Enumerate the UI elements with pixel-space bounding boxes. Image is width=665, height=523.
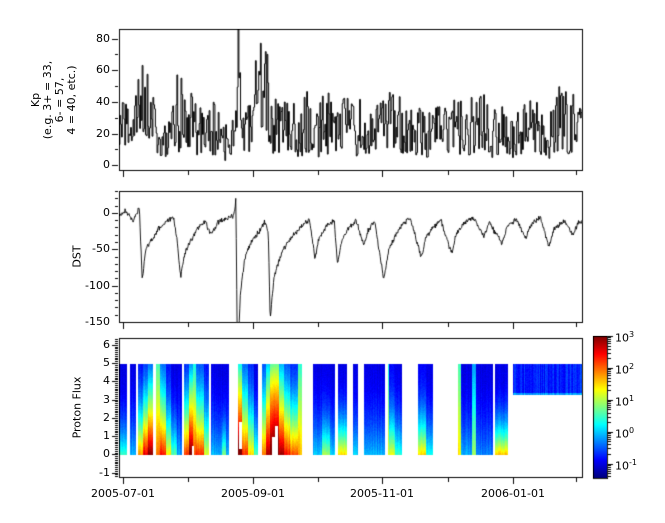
colorbar-exponent: 0 [629,426,635,435]
colorbar-exponent: 3 [629,330,635,339]
dst-ytick-label: -50 [92,242,110,255]
x-tick-label: 2005-11-01 [350,487,414,500]
dst-ytick-label: 0 [103,206,110,219]
pf-ytick-label: 4 [103,374,110,387]
colorbar-gradient [593,336,607,478]
pf-ytick-label: 0 [103,447,110,460]
kp-line-chart [119,29,582,170]
dst-ytick-label: -150 [85,315,110,328]
kp-ytick-label: 40 [96,95,110,108]
colorbar-exponent: -1 [629,458,637,467]
proton-flux-axis-label: Proton Flux [70,376,84,439]
kp-ytick-label: 20 [96,127,110,140]
colorbar-tick-label: 101 [615,394,635,409]
pf-ytick-label: 5 [103,356,110,369]
kp-ytick-label: 60 [96,63,110,76]
kp-ytick-label: 80 [96,32,110,45]
dst-line-chart [119,191,582,322]
kp-ytick-label: 0 [103,158,110,171]
pf-ytick-label: 6 [103,338,110,351]
colorbar-tick-label: 100 [615,426,635,441]
pf-ytick-label: -1 [99,466,110,479]
colorbar-tick-label: 102 [615,362,635,377]
x-tick-label: 2005-07-01 [91,487,155,500]
pf-ytick-label: 1 [103,429,110,442]
colorbar-tick-label: 103 [615,330,635,345]
colorbar-exponent: 2 [629,362,635,371]
colorbar-exponent: 1 [629,394,635,403]
dst-ytick-label: -100 [85,279,110,292]
pf-ytick-label: 3 [103,393,110,406]
x-tick-label: 2005-09-01 [221,487,285,500]
x-tick-label: 2006-01-01 [481,487,545,500]
colorbar-tick-label: 10-1 [615,458,637,473]
proton-flux-heatmap [119,338,582,477]
pf-ytick-label: 2 [103,411,110,424]
